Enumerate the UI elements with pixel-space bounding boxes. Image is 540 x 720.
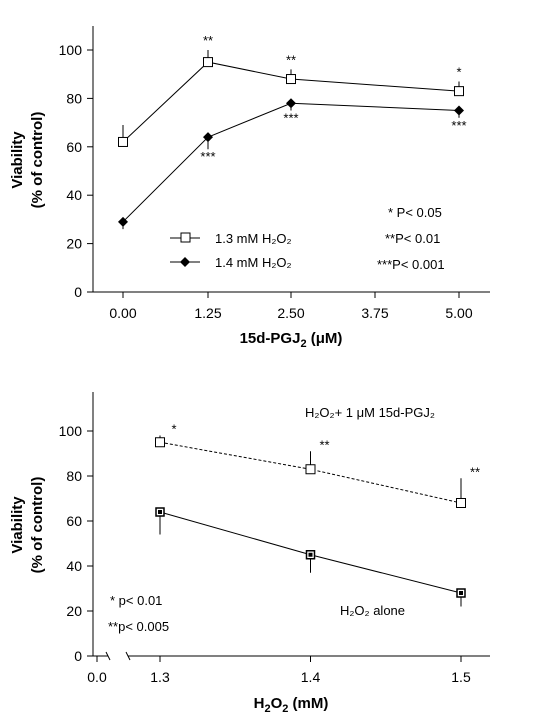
axis-break-mark-2 — [125, 651, 131, 661]
top-chart: 0 20 40 60 80 100 0.00 1.25 2.50 3.75 5.00 Viabil… — [9, 26, 490, 350]
series-filled-diamond: *** *** *** — [118, 98, 467, 230]
top-x-ticks: 0.00 1.25 2.50 3.75 5.00 — [109, 292, 473, 321]
marker-filled-square-core — [158, 510, 162, 514]
series-open-square: ***** — [118, 33, 464, 147]
y-tick-label: 100 — [59, 42, 83, 58]
top-xlabel: 15d-PGJ2 (μM) — [240, 330, 343, 350]
marker-filled-square-core — [308, 552, 313, 557]
top-note-3: ***P< 0.001 — [377, 257, 445, 272]
legend-marker-open-square — [180, 232, 191, 243]
bottom-series-label-alone: H₂O₂ alone — [340, 603, 405, 618]
y-tick-label: 0 — [74, 648, 82, 664]
top-ylabel-line2: (% of control) — [29, 112, 46, 209]
y-tick-label: 40 — [66, 187, 82, 203]
y-tick-label: 0 — [74, 284, 82, 300]
significance-label: * — [171, 422, 176, 437]
y-tick-label: 80 — [66, 90, 82, 106]
marker-open-square — [456, 498, 466, 508]
x-tick-label: 1.5 — [451, 669, 471, 685]
legend-label-2: 1.4 mM H₂O₂ — [215, 255, 292, 270]
bottom-y-ticks: 0 20 40 60 80 100 — [59, 423, 93, 664]
top-series-group: *********** *** — [118, 33, 467, 230]
series-line — [122, 102, 460, 223]
bottom-x-ticks: 0.0 1.3 1.4 1.5 — [87, 656, 471, 685]
top-note-1: * P< 0.05 — [388, 205, 442, 220]
y-tick-label: 40 — [66, 558, 82, 574]
y-tick-label: 20 — [66, 236, 82, 252]
top-legend: 1.3 mM H₂O₂ 1.4 mM H₂O₂ — [170, 231, 292, 270]
top-note-2: **P< 0.01 — [385, 231, 440, 246]
significance-label: *** — [283, 111, 298, 126]
marker-filled-square-core — [459, 591, 463, 595]
marker-open-square — [155, 437, 165, 448]
x-tick-label: 5.00 — [445, 305, 472, 321]
y-tick-label: 20 — [66, 603, 82, 619]
series-treated: ***** — [155, 422, 480, 508]
bottom-chart: 0 20 40 60 80 100 0.0 1.3 1.4 1.5 Viability (% o… — [9, 392, 490, 715]
significance-label: ** — [319, 437, 329, 452]
x-tick-label: 2.50 — [277, 305, 304, 321]
significance-label: ** — [470, 464, 480, 479]
x-tick-label: 0.0 — [87, 669, 107, 685]
marker-open-square — [203, 57, 213, 68]
legend-label-1: 1.3 mM H₂O₂ — [215, 231, 292, 246]
series-line — [122, 61, 460, 143]
axis-break-mark-1 — [105, 651, 111, 661]
top-y-ticks: 0 20 40 60 80 100 — [59, 42, 93, 300]
marker-filled-diamond — [286, 98, 296, 109]
y-tick-label: 100 — [59, 423, 83, 439]
x-tick-label: 1.4 — [301, 669, 321, 685]
y-tick-label: 60 — [66, 513, 82, 529]
bottom-series-group: ***** — [155, 422, 480, 607]
bottom-ylabel-line1: Viability — [9, 496, 26, 554]
marker-filled-diamond — [203, 132, 213, 143]
x-tick-label: 0.00 — [109, 305, 136, 321]
marker-open-square — [305, 464, 316, 475]
significance-label: * — [456, 64, 461, 79]
bottom-series-label-treated: H₂O₂+ 1 μM 15d-PGJ₂ — [305, 405, 435, 420]
y-tick-label: 60 — [66, 139, 82, 155]
marker-filled-diamond — [454, 105, 464, 116]
x-tick-label: 1.3 — [150, 669, 170, 685]
series-alone — [155, 507, 466, 607]
x-tick-label: 1.25 — [194, 305, 221, 321]
bottom-ylabel-line2: (% of control) — [29, 477, 46, 574]
x-tick-label: 3.75 — [361, 305, 388, 321]
significance-label: *** — [200, 149, 215, 164]
marker-open-square — [454, 86, 464, 97]
y-tick-label: 80 — [66, 468, 82, 484]
bottom-note-1: * p< 0.01 — [110, 593, 162, 608]
significance-label: ** — [286, 52, 296, 67]
bottom-note-2: **p< 0.005 — [108, 619, 169, 634]
significance-label: *** — [451, 118, 466, 133]
bottom-xlabel: H2O2 (mM) — [254, 695, 329, 715]
marker-open-square — [118, 136, 128, 147]
top-ylabel-line1: Viability — [9, 131, 26, 189]
significance-label: ** — [203, 33, 213, 48]
marker-filled-diamond — [118, 216, 128, 227]
legend-marker-filled-diamond — [180, 257, 190, 267]
marker-open-square — [286, 74, 296, 85]
